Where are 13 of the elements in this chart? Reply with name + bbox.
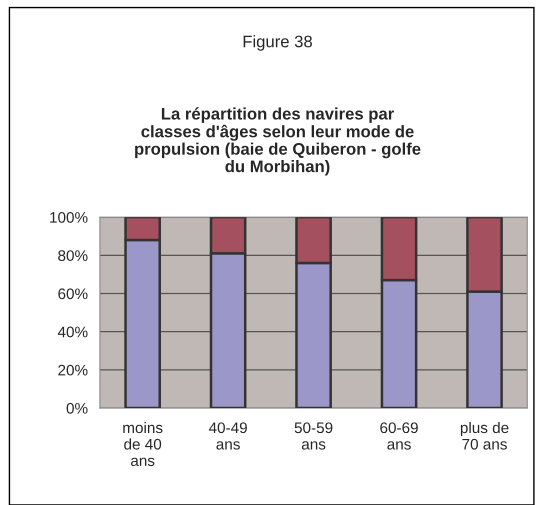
x-tick-label: 40-49 ans	[208, 422, 247, 450]
chart-subtitle: La répartition des navires par classes d'âges selon leur mode de propulsion (baie de Quiberon - golfe du Morbihan)	[135, 107, 420, 176]
y-tick-label: 80%	[58, 250, 88, 262]
x-tick-label: 50-59 ans	[294, 422, 332, 450]
y-tick-label: 100%	[50, 212, 88, 223]
x-tick-label: 60-69 ans	[380, 422, 418, 450]
y-tick-label: 60%	[58, 288, 88, 300]
y-tick-label: 0%	[66, 402, 88, 414]
chart-title: Figure 38	[244, 35, 312, 51]
x-tick-label: moins de 40 ans	[123, 422, 162, 466]
x-tick-label: plus de 70 ans	[460, 422, 508, 450]
y-tick-label: 40%	[58, 326, 88, 338]
y-tick-label: 20%	[58, 364, 88, 376]
